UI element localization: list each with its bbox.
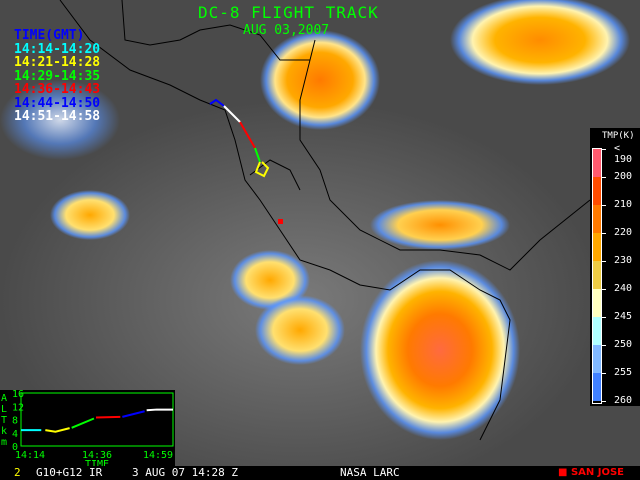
colorbar-tick [601, 373, 606, 374]
colorbar-label: 200 [614, 171, 633, 182]
colorbar-swatch [593, 317, 601, 345]
altitude-xtick: 14:59 [143, 450, 173, 461]
colorbar-tick [601, 205, 606, 206]
colorbar-swatch [593, 261, 601, 289]
legend-item: 14:21-14:28 [14, 55, 101, 70]
san-jose-label: SAN JOSE [570, 467, 624, 478]
source-label: NASA LARC [340, 466, 400, 479]
time-legend: TIME(GMT) 14:14-14:20 14:21-14:28 14:29-… [14, 29, 100, 124]
altitude-segment [95, 415, 121, 419]
altitude-ytick: 12 [12, 402, 24, 413]
colorbar-tick [601, 345, 606, 346]
altitude-segment [122, 410, 145, 418]
altitude-xtick: 14:36 [82, 450, 112, 461]
colorbar-label: 220 [614, 227, 633, 238]
colorbar-tick [601, 317, 606, 318]
colorbar-frame [592, 148, 602, 404]
legend-item: 14:44-14:50 [14, 95, 101, 111]
altitude-ylabel: A [1, 393, 7, 404]
colorbar-label: 255 [614, 367, 633, 378]
altitude-ytick: 4 [12, 429, 18, 440]
altitude-ylabel: T [1, 415, 7, 426]
colorbar-title: TMP(K) [602, 131, 635, 141]
coastline [59, 0, 511, 441]
temperature-colorbar: TMP(K) < 190 200 210 220 230 240 245 250 255 260 [590, 128, 640, 406]
flight-track [209, 98, 270, 178]
colorbar-swatch [593, 373, 601, 401]
border-line [249, 159, 301, 191]
colorbar-label: 210 [614, 199, 633, 210]
colorbar-swatch [593, 289, 601, 317]
legend-heading: TIME(GMT) [14, 28, 85, 43]
map-title: DC-8 FLIGHT TRACK [198, 3, 379, 22]
altitude-xlabel: TIME [85, 459, 109, 468]
frame-number: 2 [14, 466, 21, 479]
altitude-ytick: 16 [12, 390, 24, 400]
status-bar: 2 G10+G12 IR 3 AUG 07 14:28 Z NASA LARC … [0, 466, 640, 480]
colorbar-tick [601, 261, 606, 262]
altitude-segment [146, 408, 173, 412]
datetime-label: 3 AUG 07 14:28 Z [132, 466, 238, 479]
colorbar-tick [601, 177, 606, 178]
colorbar-swatch [593, 233, 601, 261]
colorbar-label: 250 [614, 339, 633, 350]
altitude-ylabel: m [1, 437, 7, 448]
altitude-xtick: 14:14 [15, 450, 45, 461]
legend-item: 14:29-14:35 [14, 68, 101, 84]
colorbar-swatch [593, 205, 601, 233]
colorbar-label: 260 [614, 395, 633, 406]
legend-item: 14:51-14:58 [14, 109, 101, 124]
colorbar-tick [601, 289, 606, 290]
colorbar-tick [601, 149, 606, 150]
altitude-ylabel: k [1, 426, 7, 437]
colorbar-label: 240 [614, 283, 633, 294]
altitude-segment [71, 417, 95, 429]
san-jose-legend: ■ SAN JOSE [558, 467, 624, 478]
altitude-segment [45, 427, 70, 433]
altitude-ytick: 8 [12, 416, 18, 427]
colorbar-label: < 190 [614, 143, 633, 165]
san-jose-marker [278, 219, 283, 224]
map-date: AUG 03,2007 [243, 23, 330, 38]
altitude-plot-frame [20, 392, 174, 447]
colorbar-swatch [593, 177, 601, 205]
colorbar-tick [601, 233, 606, 234]
altitude-ytick: 0 [12, 442, 18, 453]
colorbar-tick [601, 401, 606, 402]
legend-item: 14:36-14:43 [14, 82, 101, 97]
sensor-label: G10+G12 IR [36, 466, 103, 479]
legend-item: 14:14-14:20 [14, 41, 101, 57]
border-line [121, 0, 591, 271]
colorbar-label: 230 [614, 255, 633, 266]
colorbar-swatch [593, 149, 601, 177]
colorbar-swatch [593, 345, 601, 373]
altitude-ylabel: L [1, 404, 7, 415]
colorbar-label: 245 [614, 311, 633, 322]
